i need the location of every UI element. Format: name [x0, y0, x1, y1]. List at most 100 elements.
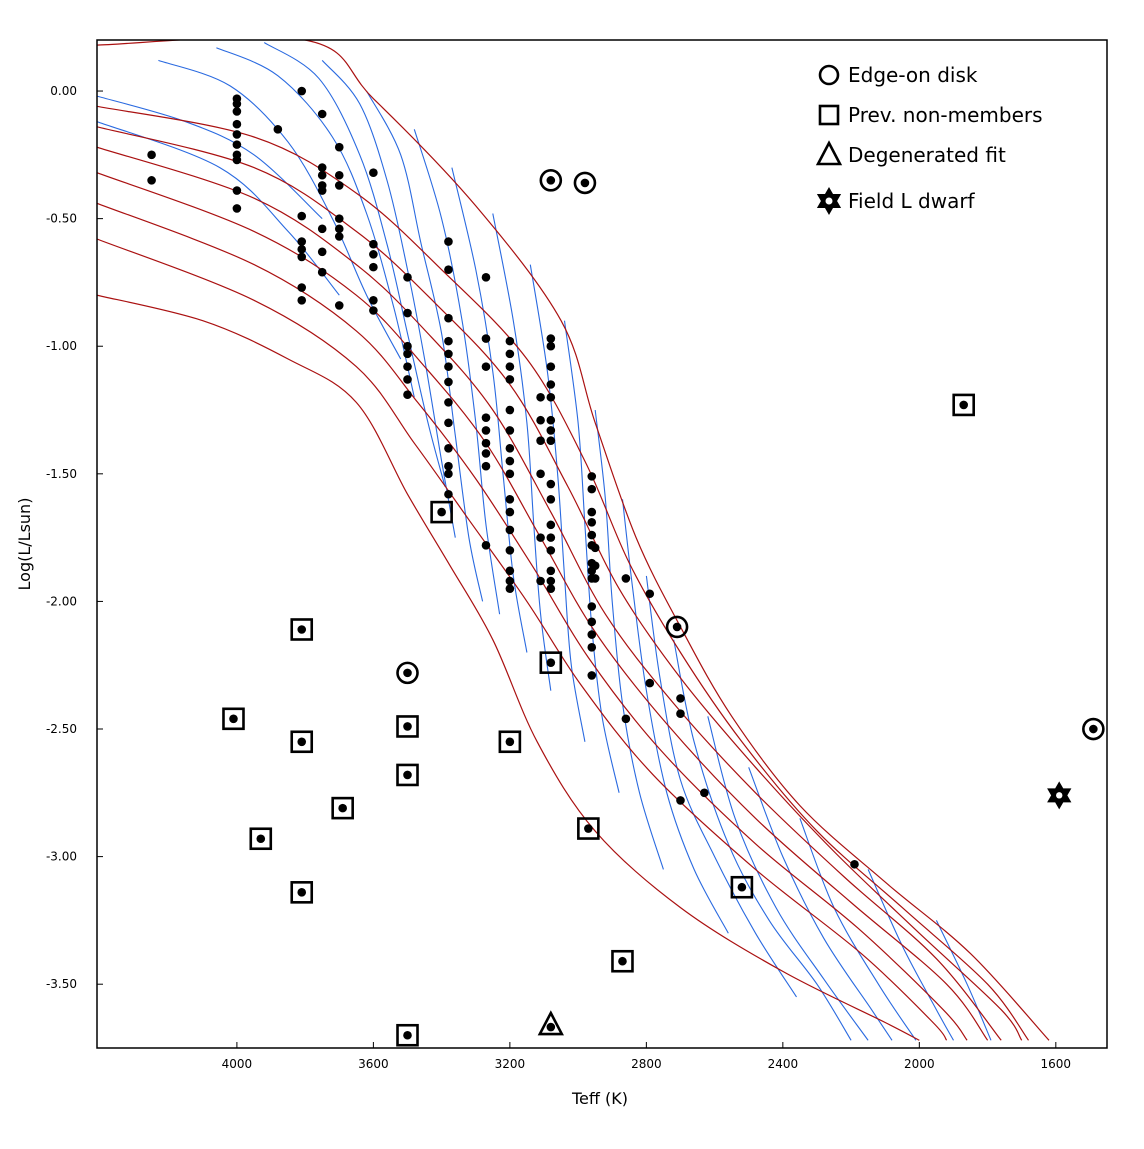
member-point: [444, 349, 453, 359]
member-point: [481, 334, 491, 343]
member-point: [587, 630, 597, 639]
member-point: [505, 495, 515, 504]
x-tick-label: 2000: [904, 1057, 935, 1071]
non-member-point: [952, 393, 975, 417]
member-point: [505, 507, 515, 517]
member-point: [700, 788, 709, 798]
member-point: [481, 273, 491, 282]
member-point: [232, 119, 242, 129]
member-point: [481, 540, 491, 550]
mass-tracks: [97, 42, 992, 1041]
legend-label: Field L dwarf: [848, 189, 976, 213]
member-point: [505, 546, 515, 555]
y-tick-label: -2.50: [46, 722, 77, 736]
mass-track-line: [563, 320, 620, 793]
mass-track-line: [492, 213, 552, 691]
member-point: [147, 176, 156, 185]
member-point: [317, 163, 327, 172]
legend-label: Edge-on disk: [848, 63, 978, 87]
member-point: [590, 574, 600, 583]
non-member-point: [290, 618, 314, 641]
y-tick-label: -3.50: [46, 977, 77, 991]
member-point: [297, 283, 307, 292]
non-member-point: [498, 730, 522, 754]
member-point: [232, 204, 242, 213]
mass-track-line: [216, 47, 415, 398]
edge-on-disk-point: [1082, 717, 1105, 741]
member-point: [317, 170, 327, 180]
member-point: [317, 224, 327, 234]
member-point: [232, 186, 242, 195]
member-point: [297, 295, 307, 305]
member-point: [546, 334, 556, 343]
non-member-point: [290, 730, 314, 754]
member-point: [546, 546, 556, 555]
member-point: [297, 237, 307, 246]
member-point: [590, 561, 600, 570]
member-point: [546, 495, 556, 504]
member-point: [444, 444, 453, 453]
member-point: [297, 86, 307, 96]
isochrone-line: [97, 202, 968, 1041]
y-tick-label: -1.50: [46, 467, 77, 481]
axes: 4000 3600 3200 2800 2400 2000 1600 0.00 -0.50 -1.…: [46, 84, 1071, 1071]
legend-square-icon: [818, 104, 840, 126]
member-point: [546, 436, 556, 445]
member-point: [676, 796, 685, 805]
member-point: [505, 566, 515, 576]
member-point: [444, 461, 453, 471]
legend-label: Degenerated fit: [848, 143, 1006, 167]
member-point: [536, 469, 545, 479]
member-point: [334, 170, 344, 180]
member-point: [481, 438, 491, 448]
member-point: [587, 530, 597, 540]
member-point: [232, 130, 242, 139]
member-point: [536, 576, 545, 586]
member-point: [505, 336, 515, 346]
x-tick-label: 3600: [358, 1057, 389, 1071]
edge-on-disk-point: [396, 661, 419, 685]
non-member-point: [222, 707, 245, 731]
member-point: [645, 589, 655, 599]
member-point: [546, 415, 556, 425]
member-point: [232, 140, 242, 149]
member-point: [481, 413, 491, 422]
mass-track-line: [321, 60, 456, 538]
mass-track-line: [748, 767, 893, 1041]
member-point: [481, 461, 491, 471]
member-point: [546, 362, 556, 371]
member-point: [334, 214, 344, 223]
member-point: [444, 489, 453, 499]
member-point: [587, 518, 597, 527]
mass-track-line: [707, 716, 869, 1041]
mass-track-line: [263, 42, 446, 487]
member-point: [273, 125, 283, 134]
member-point: [621, 714, 631, 724]
member-point: [232, 107, 242, 116]
legend-triangle-icon: [815, 140, 843, 166]
member-point: [369, 239, 378, 249]
y-axis-label: Log(L/Lsun): [15, 498, 34, 591]
x-tick-label: 2400: [768, 1057, 799, 1071]
member-point: [403, 308, 412, 318]
member-point: [546, 341, 556, 351]
y-tick-label: -3.00: [46, 850, 77, 864]
member-point: [444, 265, 453, 274]
member-point: [587, 484, 597, 494]
mass-track-line: [529, 264, 586, 742]
member-point: [369, 168, 378, 177]
member-point: [536, 415, 545, 425]
member-point: [536, 392, 545, 402]
member-point: [546, 584, 556, 593]
legend-item: Prev. non-members: [818, 103, 1043, 127]
isochrone-line: [97, 294, 920, 1041]
mass-track-line: [867, 869, 954, 1041]
member-point: [444, 377, 453, 387]
member-point: [587, 643, 597, 652]
data-points: [147, 86, 1105, 1047]
legend-item: Degenerated fit: [815, 140, 1006, 167]
member-point: [505, 584, 515, 593]
mass-track-line: [935, 920, 992, 1041]
member-point: [590, 543, 600, 553]
